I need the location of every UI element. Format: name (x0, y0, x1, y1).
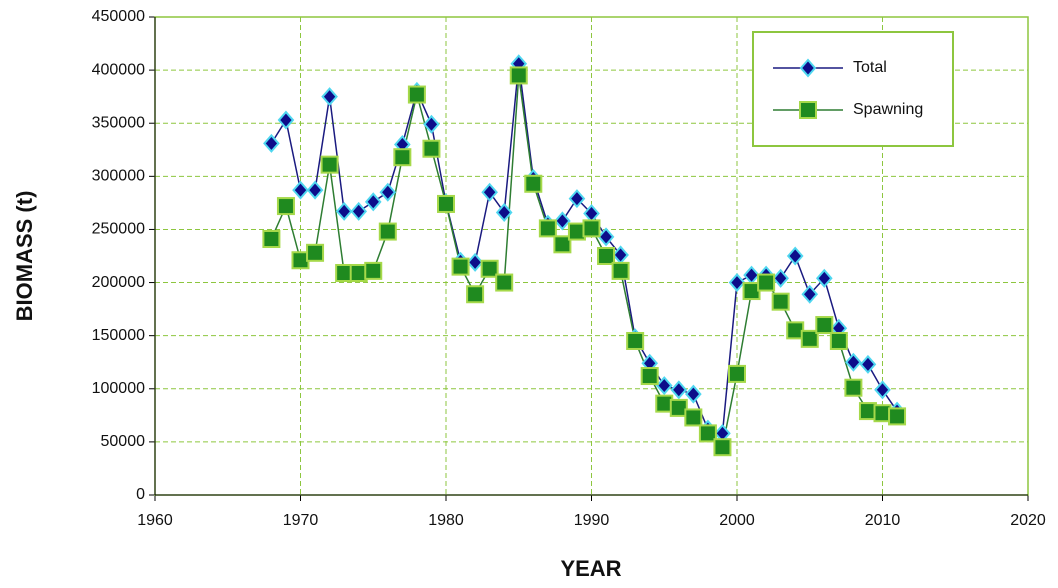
y-tick-label: 200000 (92, 274, 145, 291)
data-point (335, 201, 353, 221)
x-tick-label: 1980 (428, 512, 464, 529)
y-tick-label: 150000 (92, 327, 145, 344)
data-point (553, 235, 572, 254)
data-point (321, 87, 338, 107)
legend-marker (799, 101, 817, 119)
data-point (845, 352, 862, 372)
data-point (437, 194, 455, 213)
data-point (713, 438, 732, 457)
x-tick-label: 1960 (137, 512, 173, 529)
data-point (481, 182, 498, 202)
data-point (276, 197, 295, 216)
data-point (859, 354, 877, 374)
legend-box (752, 31, 954, 147)
x-tick-label: 1970 (283, 512, 319, 529)
data-point (568, 189, 586, 209)
y-tick-label: 450000 (92, 8, 145, 25)
legend-label: Total (853, 59, 887, 76)
y-tick-label: 100000 (92, 380, 145, 397)
data-point (480, 259, 499, 278)
data-point (306, 243, 325, 262)
data-point (771, 292, 790, 311)
data-point (495, 202, 513, 222)
data-point (263, 133, 280, 153)
data-point (554, 211, 571, 231)
data-point (524, 174, 543, 193)
data-point (728, 364, 746, 383)
data-point (495, 273, 514, 292)
data-point (466, 285, 485, 304)
data-point (350, 201, 368, 221)
data-point (698, 424, 717, 443)
y-tick-label: 350000 (92, 114, 145, 131)
data-point (772, 268, 789, 288)
data-point (829, 331, 848, 350)
data-point (800, 329, 819, 348)
data-point (509, 66, 528, 85)
data-point (393, 148, 412, 167)
data-point (626, 331, 645, 350)
data-point (379, 182, 397, 202)
x-axis-title: YEAR (560, 556, 621, 581)
data-point (422, 139, 441, 158)
legend-label: Spawning (853, 101, 923, 118)
data-point (597, 247, 616, 265)
data-point (407, 85, 426, 104)
data-point (888, 407, 907, 426)
y-tick-label: 50000 (101, 433, 146, 450)
data-point (801, 284, 819, 304)
data-point (423, 114, 440, 134)
x-tick-label: 2010 (865, 512, 901, 529)
data-point (597, 227, 615, 247)
data-point (844, 378, 863, 397)
data-point (364, 261, 383, 280)
x-tick-label: 1990 (574, 512, 610, 529)
legend-marker (799, 58, 817, 78)
data-point (538, 219, 557, 238)
data-point (320, 155, 339, 174)
data-point (277, 110, 295, 130)
data-point (684, 408, 703, 427)
data-point (451, 257, 470, 276)
data-point (262, 230, 281, 249)
data-point (640, 367, 659, 386)
data-point (466, 252, 484, 272)
data-point (685, 384, 702, 404)
data-point (292, 180, 309, 200)
data-point (306, 180, 324, 200)
data-point (786, 246, 804, 266)
data-point (815, 268, 833, 288)
data-point (815, 316, 834, 335)
data-point (728, 273, 746, 293)
data-point (655, 376, 673, 396)
data-point (582, 219, 601, 238)
data-point (757, 273, 776, 292)
data-point (743, 265, 760, 285)
x-tick-label: 2000 (719, 512, 755, 529)
y-tick-label: 400000 (92, 61, 145, 78)
data-point (364, 192, 382, 212)
y-tick-label: 250000 (92, 221, 145, 238)
x-tick-label: 2020 (1010, 512, 1046, 529)
y-axis-title: BIOMASS (t) (12, 191, 37, 322)
data-point (378, 222, 397, 241)
data-point (670, 380, 688, 400)
y-tick-label: 300000 (92, 168, 145, 185)
y-tick-label: 0 (136, 486, 145, 503)
data-point (611, 261, 630, 280)
data-point (874, 380, 891, 400)
data-point (669, 398, 688, 417)
